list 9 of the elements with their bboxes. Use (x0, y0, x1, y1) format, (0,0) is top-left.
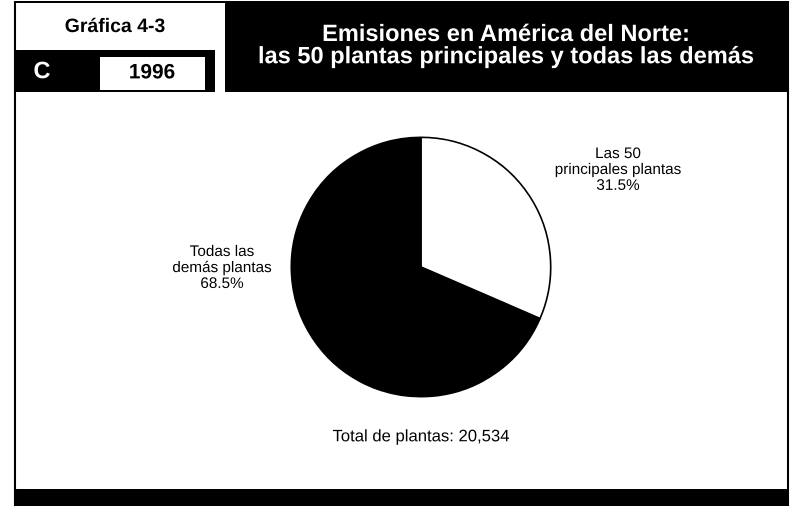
text: C (34, 62, 50, 78)
text: Total de plantas: 20,534 (332, 429, 510, 445)
text: 1996 (130, 64, 174, 79)
slice-label: Todas las demás plantas (172, 244, 272, 276)
text: Gráfica 4-3 (66, 18, 165, 32)
data-label: 31.5% (596, 179, 640, 190)
slice-label: Las 50 principales plantas (556, 147, 681, 178)
data-label: 68.5% (201, 277, 244, 288)
chart-title: Emisiones en América del Norte: las 50 plantas principales y todas las demás (260, 24, 754, 68)
